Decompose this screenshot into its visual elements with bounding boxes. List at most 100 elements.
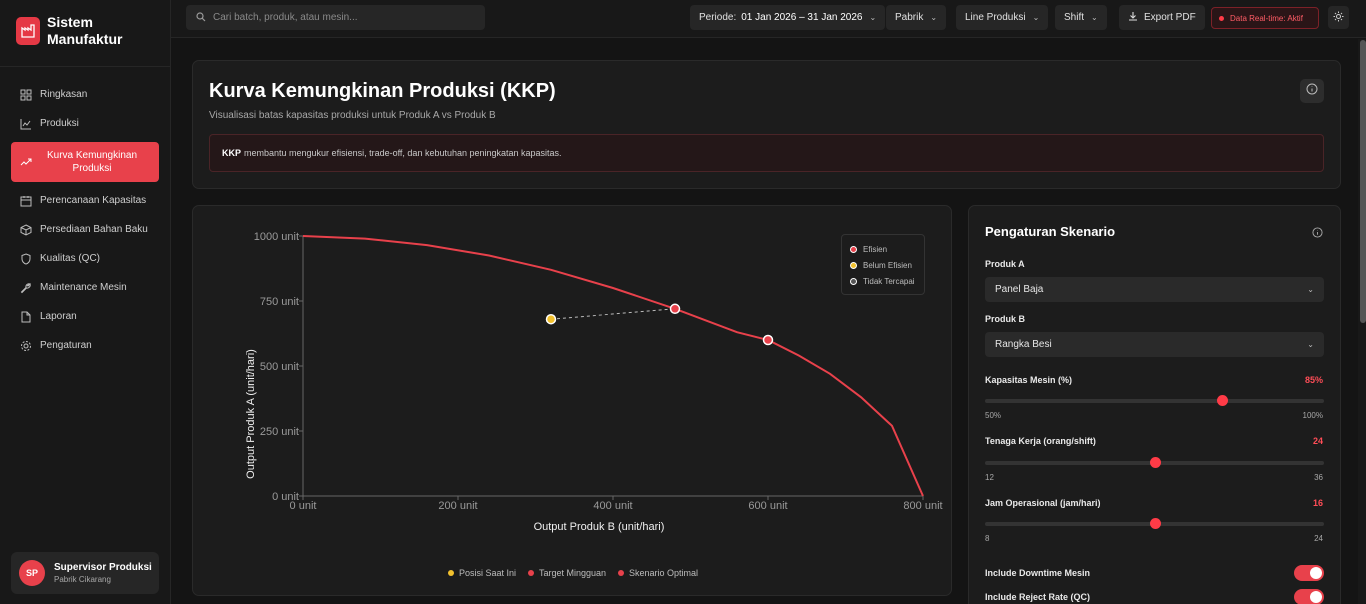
chevron-down-icon: ⌄ [1032, 13, 1040, 22]
sidebar-item-persediaan[interactable]: Persediaan Bahan Baku [11, 215, 159, 244]
slider-knob[interactable] [1149, 457, 1161, 468]
sidebar-item-label: Persediaan Bahan Baku [40, 224, 148, 235]
export-label: Export PDF [1144, 12, 1196, 23]
chevron-down-icon: ⌄ [1307, 340, 1314, 349]
shift-dropdown[interactable]: Shift ⌄ [1055, 5, 1107, 30]
trend-icon [19, 156, 32, 169]
y-tick-label: 500 unit [260, 361, 299, 373]
downtime-toggle[interactable] [1294, 565, 1324, 581]
file-icon [19, 310, 32, 323]
sidebar-item-perencanaan[interactable]: Perencanaan Kapasitas [11, 186, 159, 215]
tenaga-max: 36 [1314, 473, 1323, 482]
line-label: Line Produksi [965, 12, 1026, 23]
legend-swatch [618, 570, 625, 576]
kapasitas-max: 100% [1302, 411, 1323, 420]
user-card[interactable]: SP Supervisor Produksi Pabrik Cikarang [11, 552, 159, 594]
scrollbar-thumb[interactable] [1360, 40, 1366, 323]
sidebar-item-kkp[interactable]: Kurva Kemungkinan Produksi [11, 142, 159, 182]
kapasitas-min: 50% [985, 411, 1002, 420]
sidebar-item-kualitas[interactable]: Kualitas (QC) [11, 244, 159, 273]
legend-item: Tidak Tercapai [850, 273, 924, 289]
y-tick-label: 1000 unit [254, 231, 299, 243]
export-pdf-button[interactable]: Export PDF [1119, 5, 1205, 30]
calendar-icon [19, 194, 32, 207]
note-text: membantu mengukur efisiensi, trade-off, … [244, 148, 562, 158]
chevron-down-icon: ⌄ [930, 13, 938, 22]
legend-item[interactable]: Skenario Optimal [618, 568, 698, 578]
app-title-line1: Sistem [47, 14, 93, 30]
avatar: SP [19, 560, 45, 586]
x-tick-label: 0 unit [290, 500, 317, 512]
page-title: Kurva Kemungkinan Produksi (KKP) [209, 80, 556, 102]
search-input[interactable] [213, 12, 473, 23]
search-box[interactable] [186, 5, 485, 30]
slider-knob[interactable] [1149, 518, 1161, 529]
box-icon [19, 223, 32, 236]
line-dropdown[interactable]: Line Produksi ⌄ [956, 5, 1049, 30]
brand[interactable]: Sistem Manufaktur [16, 14, 137, 48]
points-legend: Posisi Saat Ini Target Mingguan Skenario… [193, 568, 951, 578]
produk-b-value: Rangka Besi [995, 339, 1052, 350]
info-button[interactable] [1300, 79, 1324, 103]
slider-knob[interactable] [1217, 395, 1229, 406]
kapasitas-slider[interactable] [985, 395, 1324, 406]
legend-item[interactable]: Posisi Saat Ini [447, 568, 516, 578]
periode-label: Periode: [699, 12, 737, 23]
legend-swatch [850, 245, 857, 253]
produk-b-select[interactable]: Rangka Besi ⌄ [985, 332, 1324, 357]
sidebar-divider [0, 66, 171, 67]
produk-a-select[interactable]: Panel Baja ⌄ [985, 277, 1324, 302]
app-title-line2: Manufaktur [47, 31, 123, 47]
y-tick-label: 250 unit [260, 426, 299, 438]
pabrik-dropdown[interactable]: Pabrik ⌄ [886, 5, 947, 30]
produk-a-value: Panel Baja [995, 284, 1044, 295]
tenaga-slider[interactable] [985, 457, 1324, 468]
sidebar-item-ringkasan[interactable]: Ringkasan [11, 80, 159, 109]
downtime-toggle-label: Include Downtime Mesin [985, 568, 1091, 578]
download-icon [1128, 11, 1138, 24]
note-bold: KKP [222, 148, 242, 158]
sidebar: Sistem Manufaktur Ringkasan Produksi Kur… [0, 0, 171, 604]
sidebar-item-laporan[interactable]: Laporan [11, 302, 159, 331]
kkp-chart: 0 unit 200 unit 400 unit 600 unit 800 unit 0 … [245, 231, 943, 533]
sidebar-item-label: Perencanaan Kapasitas [40, 195, 147, 206]
wrench-icon [19, 281, 32, 294]
shield-icon [19, 252, 32, 265]
periode-dropdown[interactable]: Periode: 01 Jan 2026 – 31 Jan 2026 ⌄ [690, 5, 886, 30]
sidebar-item-label: Ringkasan [40, 89, 88, 100]
jam-slider[interactable] [985, 518, 1324, 529]
scenario-settings-card: Pengaturan Skenario Produk A Panel Baja … [968, 205, 1341, 604]
info-icon [1306, 82, 1318, 100]
legend-label: Tidak Tercapai [863, 276, 915, 286]
periode-value: 01 Jan 2026 – 31 Jan 2026 [741, 12, 863, 23]
gear-icon [19, 339, 32, 352]
sidebar-item-label: Maintenance Mesin [40, 282, 127, 293]
sidebar-item-maintenance[interactable]: Maintenance Mesin [11, 273, 159, 302]
chart-point[interactable] [669, 303, 681, 315]
gap-line [550, 308, 676, 320]
factory-logo-icon [16, 17, 40, 45]
live-dot-icon [1219, 15, 1224, 21]
legend-item[interactable]: Target Mingguan [527, 568, 606, 578]
chart-point[interactable] [762, 334, 774, 346]
sidebar-item-label: Laporan [40, 311, 77, 322]
legend-item: Efisien [850, 241, 924, 257]
sidebar-item-produksi[interactable]: Produksi [11, 109, 159, 138]
tenaga-min: 12 [985, 473, 994, 482]
pabrik-label: Pabrik [895, 12, 924, 23]
sidebar-item-label: Kualitas (QC) [40, 253, 101, 264]
toggle-knob [1310, 591, 1322, 603]
reject-toggle[interactable] [1294, 589, 1324, 604]
tenaga-value: 24 [1312, 436, 1323, 446]
jam-min: 8 [985, 534, 990, 543]
x-tick-label: 200 unit [438, 500, 477, 512]
page-subtitle: Visualisasi batas kapasitas produksi unt… [209, 110, 496, 121]
info-icon[interactable] [1312, 225, 1323, 243]
settings-title: Pengaturan Skenario [985, 224, 1116, 239]
chevron-down-icon: ⌄ [869, 13, 877, 22]
sidebar-item-pengaturan[interactable]: Pengaturan [11, 331, 159, 360]
theme-toggle-button[interactable] [1328, 6, 1349, 29]
realtime-label: Data Real-time: Aktif [1230, 13, 1303, 23]
sidebar-item-label: Produksi [40, 118, 79, 129]
chart-point[interactable] [545, 313, 557, 325]
